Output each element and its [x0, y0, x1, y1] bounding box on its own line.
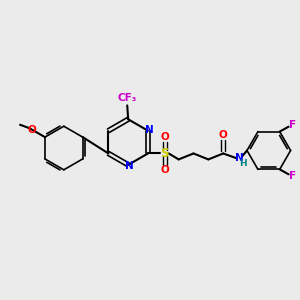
- Text: O: O: [160, 165, 169, 175]
- Text: H: H: [239, 159, 247, 168]
- Text: N: N: [235, 153, 244, 164]
- Text: S: S: [160, 147, 169, 160]
- Text: F: F: [289, 171, 296, 181]
- Text: N: N: [145, 125, 153, 135]
- Text: F: F: [289, 120, 296, 130]
- Polygon shape: [109, 119, 148, 165]
- Text: O: O: [28, 125, 36, 135]
- Polygon shape: [45, 126, 83, 170]
- Text: CF₃: CF₃: [118, 94, 137, 103]
- Text: O: O: [160, 132, 169, 142]
- Polygon shape: [247, 132, 291, 169]
- Text: O: O: [219, 130, 228, 140]
- Text: N: N: [125, 161, 134, 171]
